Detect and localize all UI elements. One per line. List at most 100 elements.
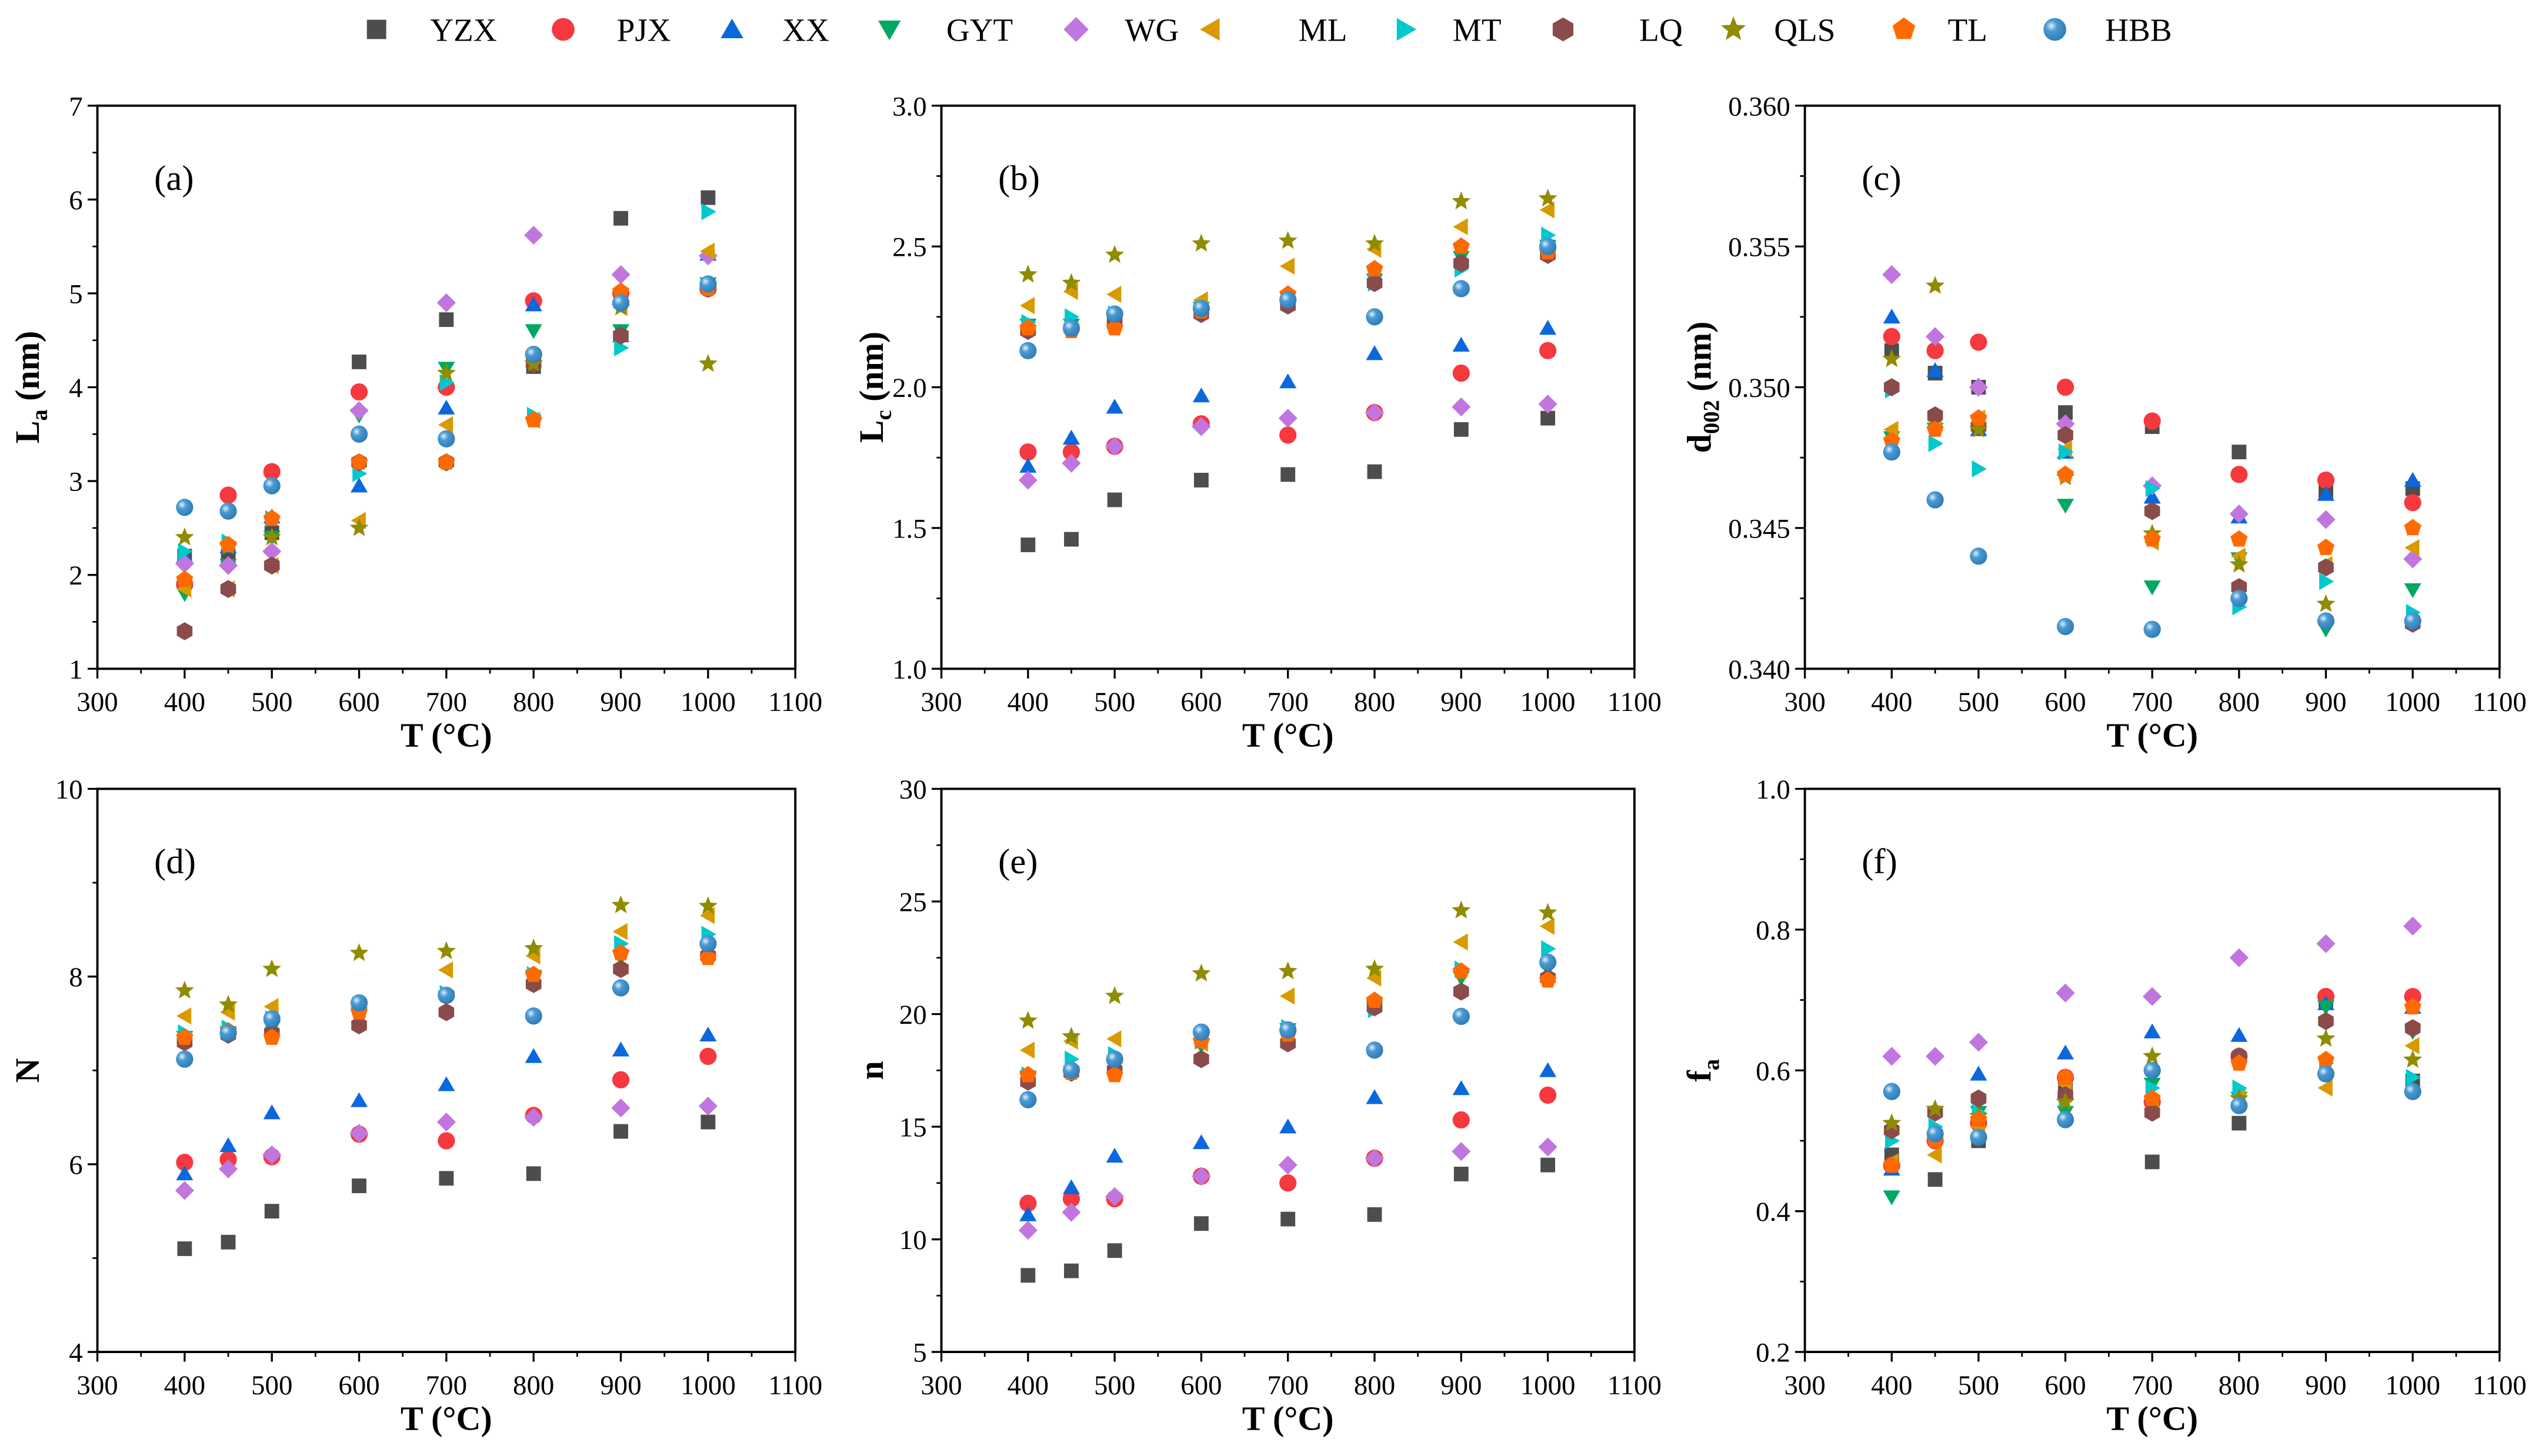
legend-item-lq: LQ xyxy=(1552,12,1683,48)
data-point xyxy=(1366,260,1383,276)
x-tick-label: 300 xyxy=(920,1370,962,1401)
x-tick-label: 900 xyxy=(2305,1370,2346,1401)
data-point xyxy=(2056,499,2074,514)
data-point xyxy=(262,542,282,561)
data-point xyxy=(1106,1030,1122,1048)
legend-label: HBB xyxy=(2105,12,2172,48)
y-label-main: L xyxy=(8,421,46,444)
panel-label: (d) xyxy=(154,842,196,881)
y-tick-label: 8 xyxy=(69,962,82,993)
legend-marker-hexagon-icon xyxy=(1552,17,1574,42)
series-lq xyxy=(1883,1012,2421,1140)
data-point xyxy=(1062,453,1081,473)
x-tick-label: 1000 xyxy=(1520,1370,1576,1401)
x-tick-label: 800 xyxy=(513,687,554,717)
data-point xyxy=(2316,594,2336,612)
x-tick-label: 400 xyxy=(1871,687,1912,717)
series-yzx xyxy=(1020,410,1556,553)
data-point xyxy=(525,324,542,339)
series-qls xyxy=(1018,900,1557,1045)
data-point xyxy=(438,986,455,1004)
data-point xyxy=(349,1124,369,1143)
plot-frame xyxy=(96,787,797,1353)
data-point xyxy=(176,1028,194,1045)
data-point xyxy=(350,425,368,443)
legend-marker-triangle-left-icon xyxy=(1200,18,1220,41)
data-point xyxy=(439,1171,454,1186)
data-point xyxy=(1970,1066,1987,1081)
series-qls xyxy=(1018,188,1557,291)
x-tick-label: 1100 xyxy=(1607,687,1662,717)
legend-marker-triangle-down-icon xyxy=(878,21,901,41)
data-point xyxy=(2143,1023,2161,1038)
series-mt xyxy=(1021,940,1556,1084)
x-tick-label: 600 xyxy=(1180,1370,1222,1401)
data-point xyxy=(438,961,453,979)
data-point xyxy=(178,543,193,560)
data-point xyxy=(699,275,717,293)
legend-label: ML xyxy=(1299,12,1347,48)
data-point xyxy=(1539,1062,1557,1077)
y-tick-label: 25 xyxy=(899,887,927,918)
x-tick-label: 1000 xyxy=(681,687,736,717)
data-point xyxy=(2230,589,2248,607)
data-point xyxy=(1193,1216,1209,1231)
x-tick-label: 800 xyxy=(2219,687,2260,717)
data-point xyxy=(1453,933,1468,951)
data-point xyxy=(1192,1023,1210,1041)
data-point xyxy=(2317,471,2335,489)
legend-item-ml: ML xyxy=(1200,12,1347,48)
y-tick-label: 0.355 xyxy=(1728,232,1790,263)
x-tick-label: 800 xyxy=(1354,1370,1395,1401)
x-tick-label: 300 xyxy=(1784,1370,1825,1401)
data-point xyxy=(1367,1207,1382,1222)
data-point xyxy=(349,943,369,961)
data-point xyxy=(1926,1099,1945,1117)
y-tick-label: 6 xyxy=(69,185,82,216)
legend-item-wg: WG xyxy=(1063,12,1179,48)
data-point xyxy=(1062,319,1080,337)
y-tick-label: 0.340 xyxy=(1728,654,1790,685)
legend-item-qls: QLS xyxy=(1721,12,1835,48)
data-point xyxy=(2145,480,2161,497)
data-point xyxy=(2404,1083,2421,1100)
y-tick-label: 0.6 xyxy=(1756,1056,1790,1087)
data-point xyxy=(438,453,455,470)
series-hbb xyxy=(1019,238,1557,359)
data-point xyxy=(2143,1089,2161,1106)
legend-item-gyt: GYT xyxy=(878,12,1013,48)
data-point xyxy=(1193,473,1209,487)
panel-b: 300 400 500 600 700 800 900 1000 1100 1.0 1.5 2.0 2.… xyxy=(852,91,1662,754)
data-point xyxy=(611,895,631,913)
data-point xyxy=(2144,1103,2160,1122)
data-point xyxy=(1539,320,1557,335)
series-xx xyxy=(1019,1062,1557,1221)
x-tick-label: 600 xyxy=(338,687,379,717)
data-point xyxy=(438,416,453,433)
data-point xyxy=(349,401,369,420)
data-point xyxy=(1970,333,1987,351)
x-tick-label: 500 xyxy=(1094,687,1135,717)
data-point xyxy=(2056,983,2075,1003)
data-point xyxy=(2404,987,2421,1006)
data-point xyxy=(1453,1167,1469,1181)
legend-item-pjx: PJX xyxy=(552,12,671,48)
series-hbb xyxy=(176,275,717,520)
data-point xyxy=(262,959,282,977)
x-tick-label: 400 xyxy=(1008,1370,1049,1401)
data-point xyxy=(2232,445,2247,460)
y-tick-label: 4 xyxy=(69,373,82,403)
data-point xyxy=(699,1047,717,1065)
data-point xyxy=(351,1016,367,1035)
data-point xyxy=(1883,1156,1900,1173)
x-tick-label: 1100 xyxy=(768,687,822,717)
data-point xyxy=(1926,1125,1944,1143)
y-axis-label: Lc (nm) xyxy=(852,332,896,443)
legend-label: WG xyxy=(1125,12,1179,48)
data-point xyxy=(2229,555,2249,573)
data-point xyxy=(612,1071,630,1088)
legend-marker-triangle-up-icon xyxy=(721,18,743,38)
x-tick-label: 700 xyxy=(426,687,467,717)
legend-marker-square-icon xyxy=(366,19,386,39)
data-point xyxy=(2317,1050,2335,1067)
